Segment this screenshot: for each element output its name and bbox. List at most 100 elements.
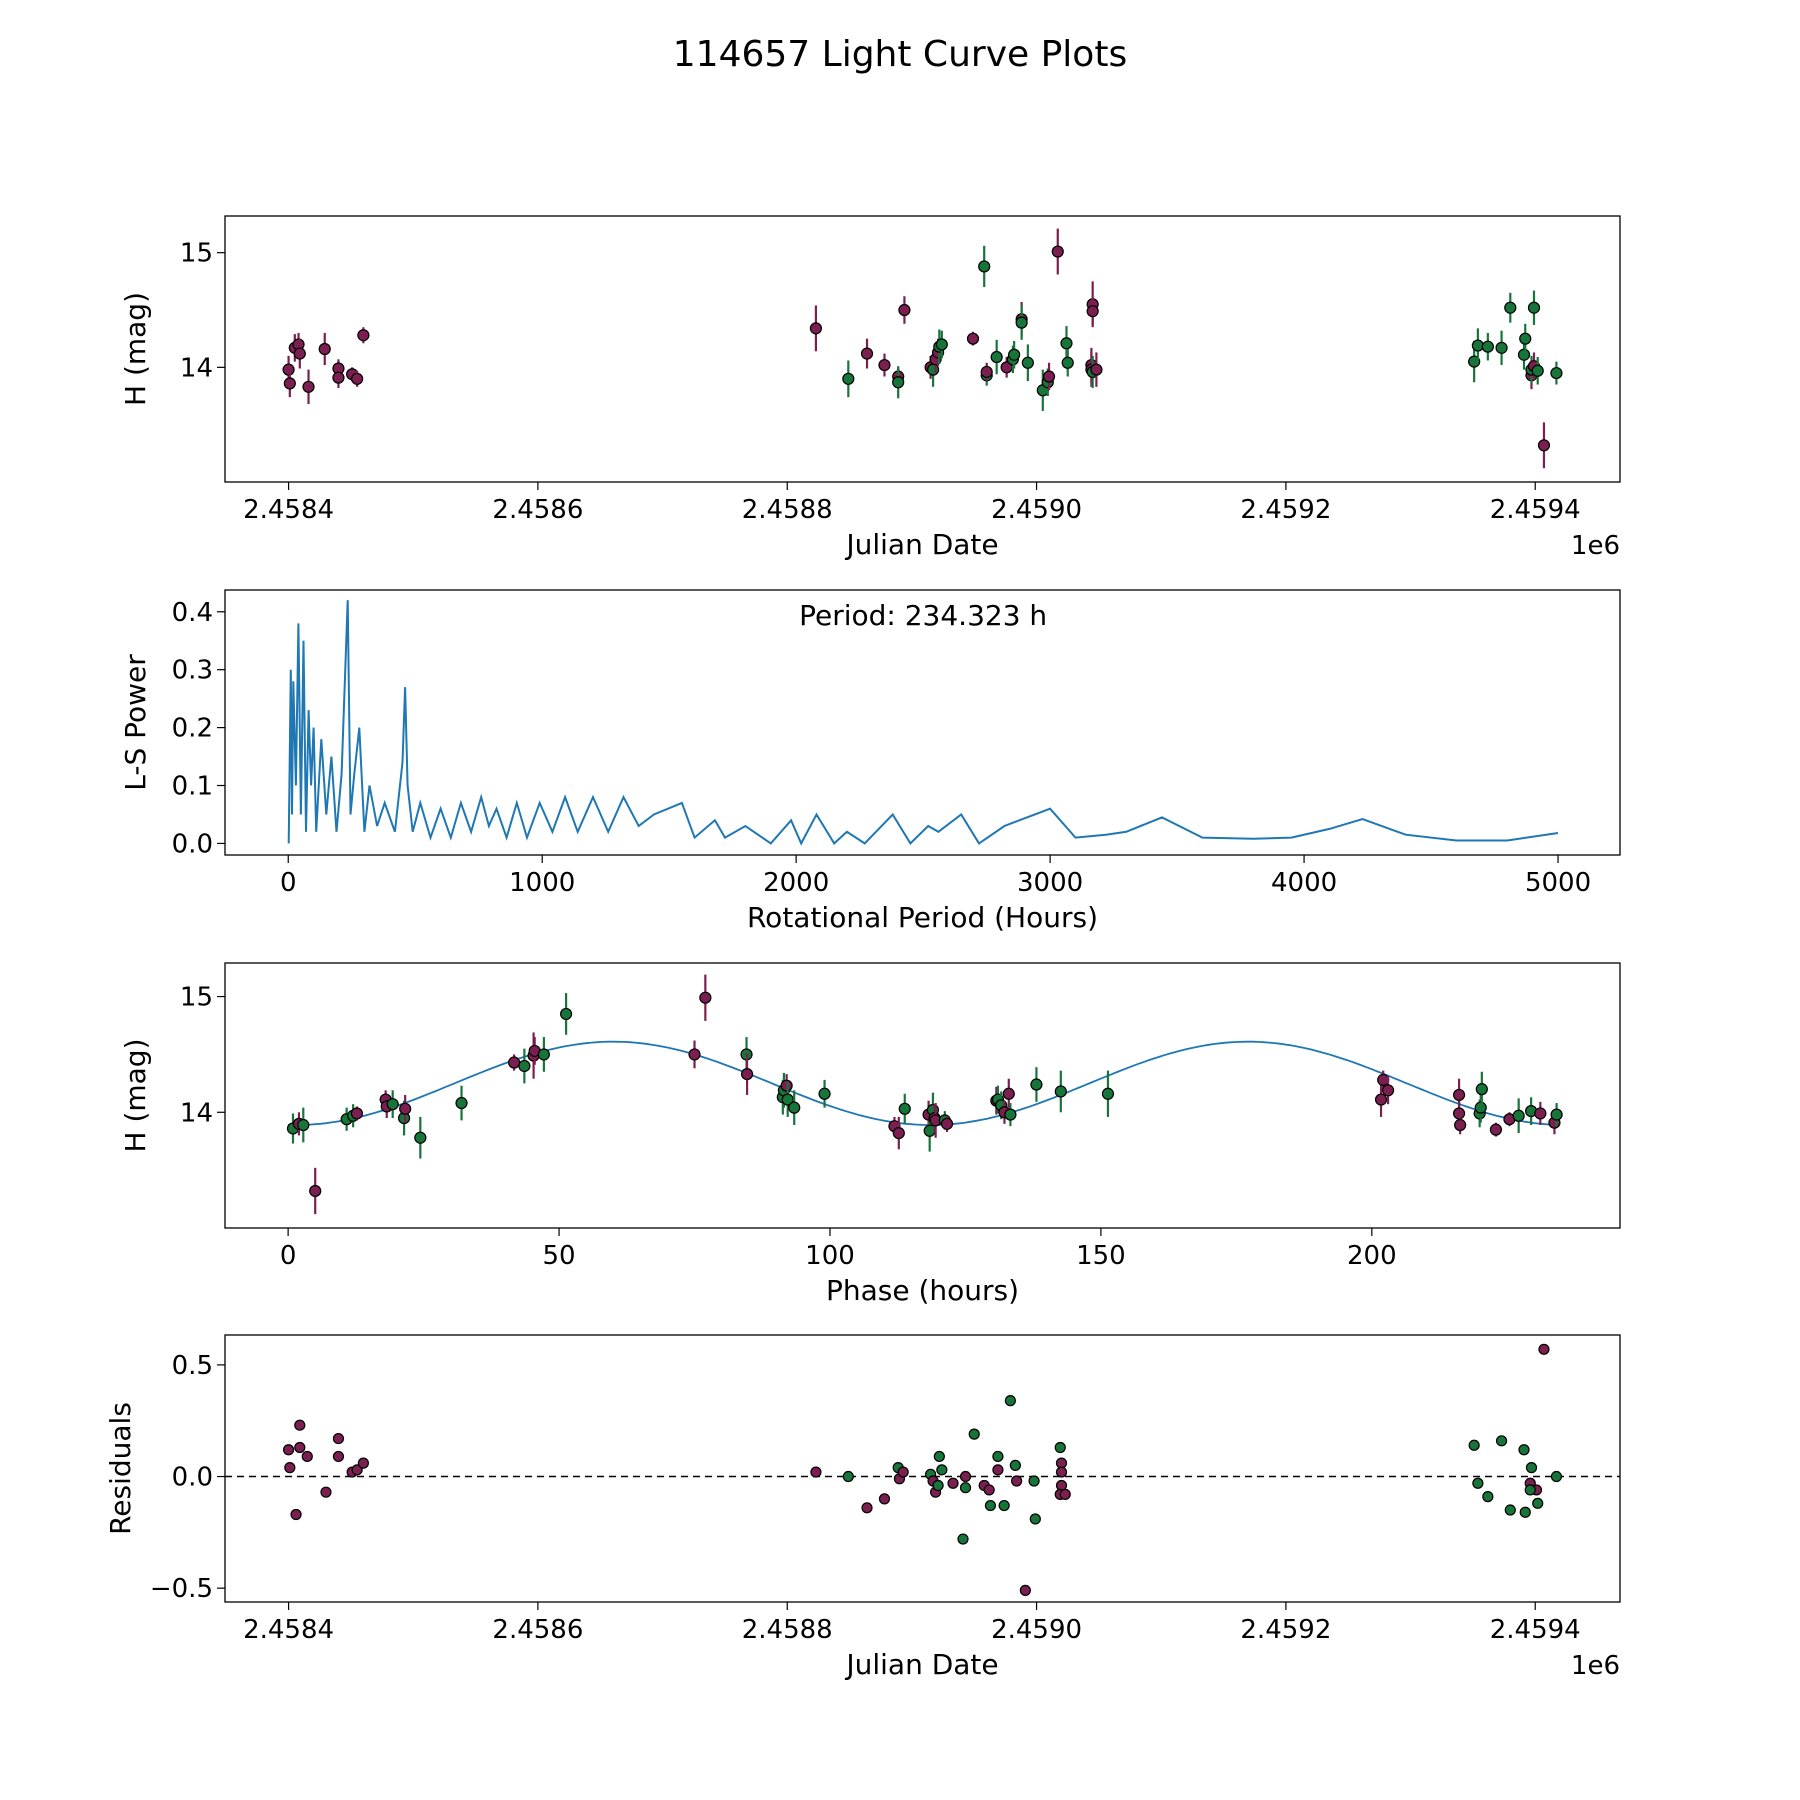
y-axis-label: L-S Power	[119, 654, 152, 791]
x-tick-label: 150	[1076, 1241, 1126, 1271]
data-point	[1482, 1491, 1494, 1503]
data-point	[1030, 1078, 1043, 1091]
data-point	[1009, 1459, 1021, 1471]
x-tick-label: 2.4590	[991, 1615, 1082, 1645]
data-point	[1519, 332, 1532, 345]
data-point	[1086, 305, 1099, 318]
data-point	[688, 1048, 701, 1061]
light-curve-panel: 2.4584 2.4586 2.4588 2.4590 2.4592 2.4594 14 15…	[119, 215, 1621, 561]
data-point	[892, 1127, 905, 1140]
data-point	[897, 1466, 909, 1478]
data-point	[357, 329, 370, 342]
data-point	[1468, 1439, 1480, 1451]
data-point	[1059, 1488, 1071, 1500]
data-point	[320, 1486, 332, 1498]
data-point	[1537, 439, 1551, 452]
data-point	[1495, 341, 1508, 354]
data-point	[332, 1450, 345, 1463]
data-point	[1525, 1462, 1538, 1474]
x-tick-label: 2000	[763, 868, 829, 898]
data-point	[293, 347, 306, 360]
data-point	[1532, 1497, 1544, 1509]
phase-folded-panel: 0 50 100 150 200 14 15 Phase (hours) H (mag)	[119, 962, 1621, 1307]
model-fit-curve	[288, 1040, 1557, 1126]
x-tick-label: 1000	[509, 868, 575, 898]
x-tick-label: 2.4588	[742, 1615, 833, 1645]
data-point	[898, 303, 911, 317]
y-tick-label: 0.0	[172, 829, 213, 859]
data-point	[282, 1444, 295, 1456]
data-point	[1481, 340, 1494, 353]
data-point	[947, 1477, 959, 1489]
data-point	[968, 1428, 980, 1440]
data-point	[1051, 245, 1064, 258]
data-point	[984, 1499, 997, 1512]
data-point	[1471, 339, 1484, 352]
data-point	[1381, 1084, 1395, 1097]
y-tick-label: 0.2	[172, 714, 213, 744]
data-point	[892, 376, 905, 389]
data-point	[318, 342, 331, 356]
data-point	[842, 372, 855, 385]
periodogram-line	[287, 600, 1559, 846]
data-point	[386, 1098, 399, 1111]
plot-area	[287, 600, 1559, 846]
y-axis-label: H (mag)	[119, 1038, 152, 1152]
data-point	[537, 1048, 550, 1061]
axes-frame	[224, 589, 1621, 856]
data-point	[332, 371, 345, 384]
data-point	[1517, 348, 1531, 361]
x-tick-label: 2.4594	[1490, 1615, 1581, 1645]
data-point	[980, 365, 993, 379]
data-point	[990, 350, 1003, 364]
data-point	[861, 1502, 873, 1514]
x-tick-label: 2.4590	[991, 495, 1082, 525]
x-tick-label: 0	[280, 1241, 297, 1271]
data-point	[351, 1464, 363, 1476]
x-tick-label: 50	[543, 1241, 576, 1271]
data-point	[332, 1432, 345, 1445]
y-tick-label: 0.3	[172, 656, 213, 686]
data-point	[1550, 1108, 1563, 1121]
data-point	[966, 332, 980, 345]
data-point	[350, 1107, 364, 1120]
data-point	[302, 380, 315, 393]
data-point	[1550, 1470, 1563, 1483]
data-point	[507, 1056, 521, 1069]
y-tick-label: −0.5	[150, 1574, 213, 1604]
y-tick-label: 0.1	[172, 772, 213, 802]
data-point	[1054, 1085, 1067, 1098]
data-point	[301, 1450, 313, 1463]
data-point	[1489, 1123, 1503, 1136]
data-point	[283, 377, 296, 390]
data-point	[1538, 1343, 1550, 1355]
data-point	[860, 347, 874, 360]
data-point	[1519, 1506, 1531, 1518]
data-point	[810, 1466, 822, 1478]
data-point	[357, 1457, 369, 1469]
data-point	[983, 1484, 995, 1496]
data-point	[1504, 1504, 1516, 1516]
data-point	[1495, 1435, 1508, 1447]
data-point	[559, 1007, 573, 1021]
x-tick-label: 2.4584	[243, 1615, 334, 1645]
y-tick-label: 0.4	[172, 598, 213, 628]
data-point	[1004, 1395, 1016, 1407]
axes-frame	[224, 1334, 1621, 1603]
data-point	[414, 1131, 427, 1144]
x-tick-label: 5000	[1525, 868, 1591, 898]
data-point	[788, 1101, 801, 1114]
data-point	[1527, 301, 1541, 314]
data-point	[740, 1067, 754, 1081]
data-point	[1518, 1444, 1530, 1456]
data-point	[1452, 1088, 1466, 1102]
data-point	[1054, 1441, 1066, 1454]
data-point	[1011, 1475, 1023, 1487]
y-tick-label: 15	[180, 239, 213, 269]
data-point	[926, 363, 940, 376]
x-axis-label: Phase (hours)	[826, 1274, 1019, 1307]
data-point	[1015, 316, 1028, 329]
x-offset-label: 1e6	[1571, 1651, 1620, 1681]
